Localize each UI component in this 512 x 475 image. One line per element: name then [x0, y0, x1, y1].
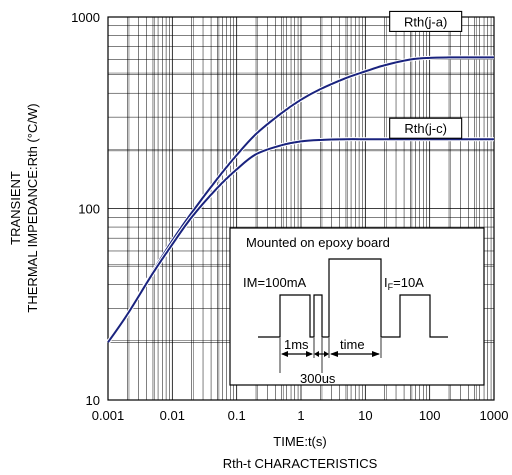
inset-if-rest: =10A [393, 275, 424, 290]
series-line-rth-j-a [107, 56, 494, 343]
x-axis-label: TIME:t(s) [273, 434, 326, 449]
x-tick-label: 10 [358, 408, 372, 423]
series-label-text: Rth(j-c) [404, 121, 447, 136]
tick-labels: 0.001 0.01 0.1 1 10 100 1000 10 100 1000 [71, 10, 508, 423]
inset-if-label: IF=10A [384, 275, 424, 292]
x-tick-label: 0.1 [228, 408, 246, 423]
series-label-frame [389, 10, 463, 32]
inset-box: Mounted on epoxy board IM=100mA IF=10A 1… [229, 227, 485, 386]
inset-1ms-label: 1ms [284, 337, 309, 352]
arrow-1ms-left [281, 351, 288, 357]
series-layer [106, 55, 494, 344]
plot-frame [107, 16, 495, 401]
arrow-time-left [330, 351, 338, 357]
x-tick-label: 0.001 [92, 408, 125, 423]
inset-title: Mounted on epoxy board [246, 235, 390, 250]
y-axis-label-line1: TRANSIENT [8, 171, 23, 245]
arrow-1ms-right [306, 351, 313, 357]
inset-im-label: IM=100mA [243, 275, 307, 290]
inset-if-main: I [384, 275, 388, 290]
chart-caption: Rth-t CHARACTERISTICS [223, 456, 378, 471]
y-tick-label: 1000 [71, 10, 100, 25]
y-tick-label: 10 [86, 393, 100, 408]
series-label-box: Rth(j-c) [389, 117, 463, 139]
arrow-300us-left [314, 351, 319, 357]
x-tick-label: 0.01 [160, 408, 185, 423]
pulse-waveform [258, 258, 448, 338]
series-labels: Rth(j-a) Rth(j-c) [389, 10, 463, 139]
inset-300us-label: 300us [300, 371, 336, 386]
arrow-300us-right [324, 351, 329, 357]
y-tick-label: 100 [78, 202, 100, 217]
x-tick-label: 1000 [480, 408, 509, 423]
x-tick-label: 1 [297, 408, 304, 423]
series-line-rth-j-c [107, 138, 494, 343]
y-axis-label-line2: THERMAL IMPEDANCE:Rth (°C/W) [25, 103, 40, 312]
series-label-frame [389, 117, 463, 139]
inset-time-label: time [340, 337, 365, 352]
series-label-box: Rth(j-a) [389, 10, 463, 32]
x-tick-label: 100 [419, 408, 441, 423]
arrow-time-right [372, 351, 380, 357]
series-label-text: Rth(j-a) [404, 14, 447, 29]
inset-if-sub: F [388, 282, 394, 292]
